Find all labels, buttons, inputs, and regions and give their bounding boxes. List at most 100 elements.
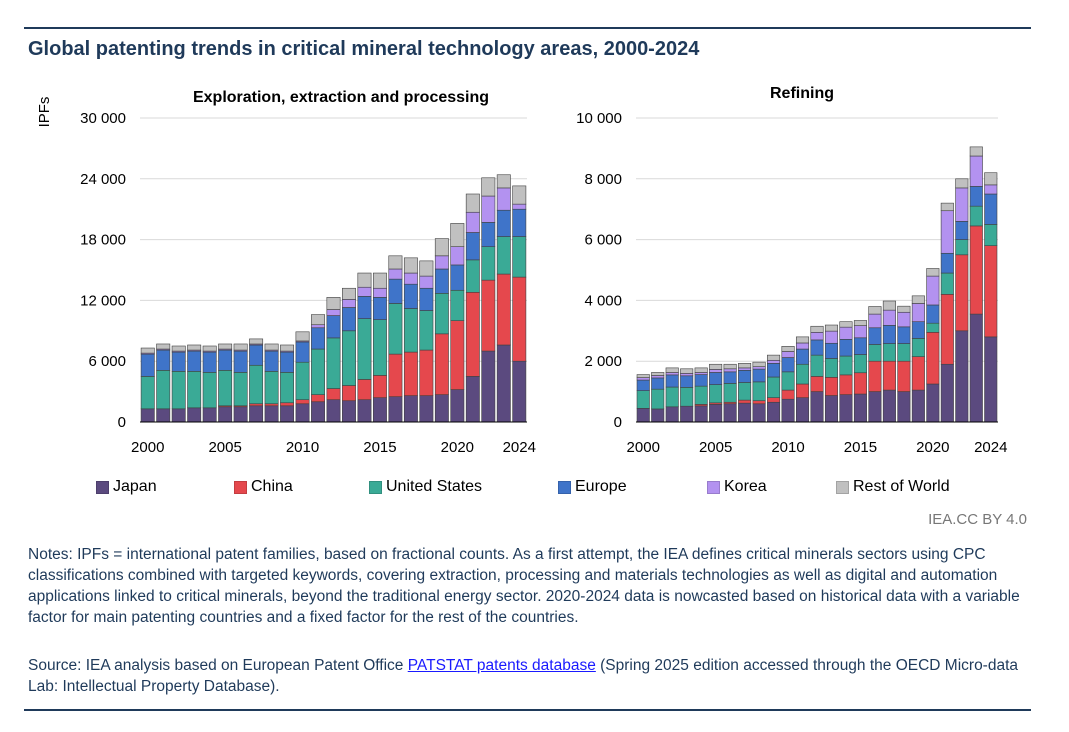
bar-segment-japan-2008	[264, 405, 279, 423]
bar-segment-united-states-2014	[839, 355, 853, 376]
bar-segment-rest-of-world-2003	[680, 368, 694, 374]
bar-segment-japan-2022	[955, 330, 969, 423]
bar-segment-japan-2010	[781, 398, 795, 423]
bar-segment-rest-of-world-2020	[926, 268, 940, 277]
bar-segment-japan-2021	[465, 376, 480, 423]
bar-segment-korea-2011	[311, 324, 325, 329]
bar-segment-japan-2001	[651, 408, 665, 423]
bar-segment-korea-2005	[709, 369, 723, 373]
bar-segment-europe-2007	[249, 344, 264, 366]
bar-segment-japan-2007	[249, 405, 264, 423]
bar-segment-japan-2024	[984, 336, 998, 423]
bar-segment-china-2020	[926, 332, 940, 385]
legend-item-rest-of-world: Rest of World	[836, 478, 950, 496]
bar-segment-china-2007	[738, 399, 752, 404]
legend-item-united-states: United States	[369, 478, 482, 496]
bar-segment-united-states-2000	[636, 390, 650, 409]
bar-segment-japan-2017	[403, 395, 418, 423]
bar-segment-rest-of-world-2019	[434, 238, 449, 257]
bar-segment-europe-2014	[839, 339, 853, 357]
bar-segment-china-2018	[419, 349, 434, 396]
patstat-link[interactable]: PATSTAT patents database	[407, 657, 596, 674]
bar-segment-europe-2010	[295, 341, 310, 363]
bar-segment-japan-2006	[233, 406, 248, 423]
legend-swatch	[234, 480, 247, 494]
bar-segment-united-states-2006	[233, 372, 248, 407]
bar-segment-china-2015	[372, 375, 387, 398]
bar-segment-europe-2008	[264, 350, 279, 372]
bar-segment-europe-2014	[357, 296, 372, 319]
bar-segment-korea-2016	[388, 268, 403, 280]
legend-item-korea: Korea	[707, 478, 767, 496]
bar-segment-europe-2022	[955, 221, 969, 240]
legend-label: Rest of World	[853, 478, 950, 495]
y-tick-label: 4 000	[584, 292, 622, 309]
bar-segment-rest-of-world-2002	[171, 345, 186, 352]
bar-segment-rest-of-world-2023	[969, 146, 983, 157]
bar-segment-rest-of-world-2010	[781, 346, 795, 352]
bar-segment-japan-2018	[419, 395, 434, 423]
bar-segment-china-2023	[969, 225, 983, 315]
bar-segment-korea-2024	[984, 184, 998, 195]
bar-segment-rest-of-world-2007	[249, 338, 264, 345]
bar-segment-china-2023	[496, 273, 511, 346]
bar-segment-rest-of-world-2016	[388, 255, 403, 270]
bar-segment-korea-2014	[839, 326, 853, 340]
y-tick-label: 18 000	[80, 232, 126, 249]
top-divider	[24, 27, 1031, 29]
bar-segment-china-2008	[752, 400, 766, 405]
bar-segment-china-2021	[940, 294, 954, 365]
x-tick-label: 2015	[844, 439, 877, 456]
bar-segment-europe-2013	[342, 307, 356, 332]
bar-segment-united-states-2013	[824, 358, 839, 378]
bar-segment-china-2009	[280, 402, 295, 407]
bar-segment-japan-2002	[665, 406, 679, 423]
bar-segment-europe-2016	[388, 278, 403, 304]
bar-segment-europe-2012	[326, 315, 341, 339]
bar-segment-japan-2002	[171, 408, 186, 423]
y-axis-label: IPFs	[36, 97, 53, 128]
bar-segment-united-states-2004	[202, 372, 217, 409]
bar-segment-rest-of-world-2014	[357, 272, 372, 288]
bar-segment-rest-of-world-2019	[911, 295, 925, 304]
bar-segment-rest-of-world-2005	[709, 363, 723, 370]
bar-segment-japan-2013	[824, 395, 839, 423]
bar-segment-europe-2011	[795, 348, 810, 365]
y-tick-label: 10 000	[576, 110, 622, 127]
bar-segment-japan-2020	[926, 383, 940, 423]
bar-segment-korea-2020	[450, 246, 465, 266]
legend-swatch	[836, 480, 849, 494]
bar-segment-japan-2014	[357, 399, 372, 423]
bar-segment-united-states-2014	[357, 318, 372, 380]
bar-segment-rest-of-world-2017	[882, 300, 896, 311]
y-tick-label: 0	[614, 414, 622, 431]
bar-segment-korea-2017	[882, 309, 896, 326]
bar-segment-europe-2009	[280, 351, 295, 373]
bar-segment-china-2022	[481, 279, 496, 352]
bar-segment-united-states-2009	[767, 376, 781, 398]
bar-segment-united-states-2016	[388, 303, 403, 355]
bar-segment-united-states-2013	[342, 330, 356, 386]
bar-segment-china-2012	[810, 376, 824, 392]
bar-segment-china-2008	[264, 403, 279, 407]
bar-segment-united-states-2008	[752, 381, 766, 402]
bar-segment-united-states-2017	[882, 343, 896, 362]
bar-segment-korea-2015	[372, 287, 387, 298]
bar-segment-korea-2011	[795, 342, 810, 350]
bar-segment-japan-2006	[723, 403, 737, 423]
bar-segment-united-states-2019	[434, 293, 449, 335]
source-suffix: (Spring 2025 edition accessed through th…	[28, 657, 1019, 695]
bar-segment-rest-of-world-2011	[795, 336, 810, 344]
legend-label: Japan	[113, 478, 157, 495]
bar-segment-united-states-2001	[651, 388, 665, 410]
bar-segment-korea-2024	[512, 203, 527, 210]
bar-segment-korea-2023	[496, 187, 511, 211]
bar-segment-japan-2021	[940, 363, 954, 423]
bar-segment-united-states-2003	[187, 371, 202, 409]
bar-segment-china-2013	[342, 385, 356, 402]
bar-segment-europe-2015	[853, 337, 867, 355]
bar-segment-rest-of-world-2006	[723, 363, 737, 370]
bar-segment-japan-2017	[882, 389, 896, 423]
bar-segment-china-2019	[434, 333, 449, 395]
bar-segment-japan-2019	[434, 394, 449, 423]
